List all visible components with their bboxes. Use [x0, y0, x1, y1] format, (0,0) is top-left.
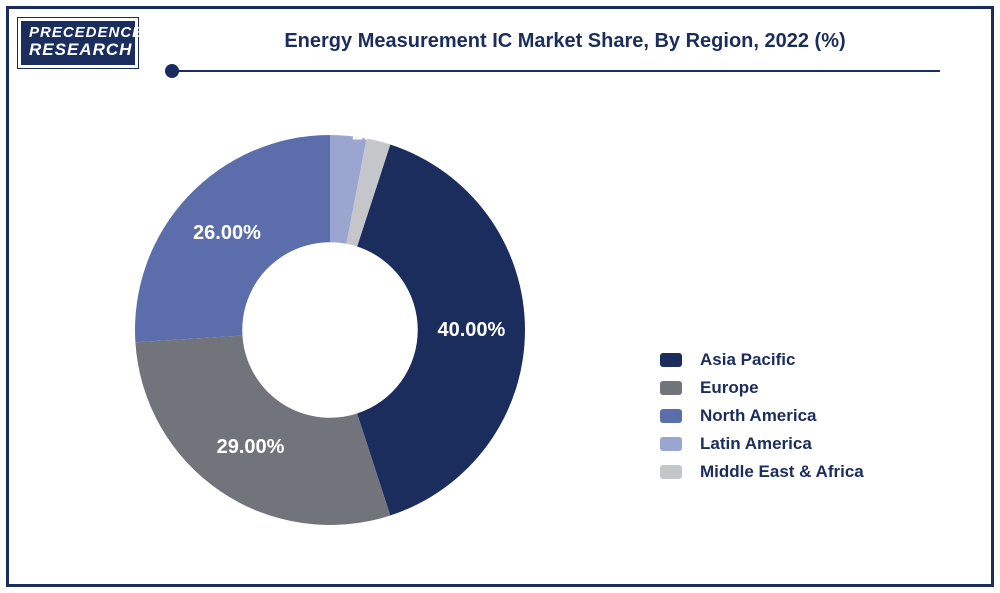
legend-label: Latin America [700, 434, 812, 454]
legend-swatch [660, 381, 682, 395]
legend-swatch [660, 437, 682, 451]
legend-label: Europe [700, 378, 759, 398]
brand-logo-line2: RESEARCH [29, 41, 127, 59]
legend-row: Europe [660, 378, 864, 398]
slice-label: 29.00% [217, 436, 285, 458]
legend-row: North America [660, 406, 864, 426]
legend-label: Asia Pacific [700, 350, 795, 370]
legend-swatch [660, 465, 682, 479]
donut-chart: 40.00%29.00%26.00%3.00%2.00% [70, 95, 590, 565]
brand-logo: PRECEDENCE RESEARCH [18, 18, 138, 68]
donut-hole [243, 243, 418, 418]
legend: Asia Pacific Europe North America Latin Ame… [660, 350, 864, 490]
title-rule [170, 70, 940, 72]
legend-row: Middle East & Africa [660, 462, 864, 482]
legend-row: Latin America [660, 434, 864, 454]
legend-swatch [660, 409, 682, 423]
brand-logo-line1: PRECEDENCE [29, 25, 127, 41]
legend-swatch [660, 353, 682, 367]
chart-title-row: Energy Measurement IC Market Share, By R… [160, 30, 970, 53]
slice-label: 26.00% [193, 222, 261, 244]
slice-label: 2.00% [352, 122, 409, 144]
slice-label: 40.00% [437, 319, 505, 341]
legend-label: North America [700, 406, 817, 426]
legend-label: Middle East & Africa [700, 462, 864, 482]
legend-row: Asia Pacific [660, 350, 864, 370]
chart-title: Energy Measurement IC Market Share, By R… [284, 30, 845, 53]
